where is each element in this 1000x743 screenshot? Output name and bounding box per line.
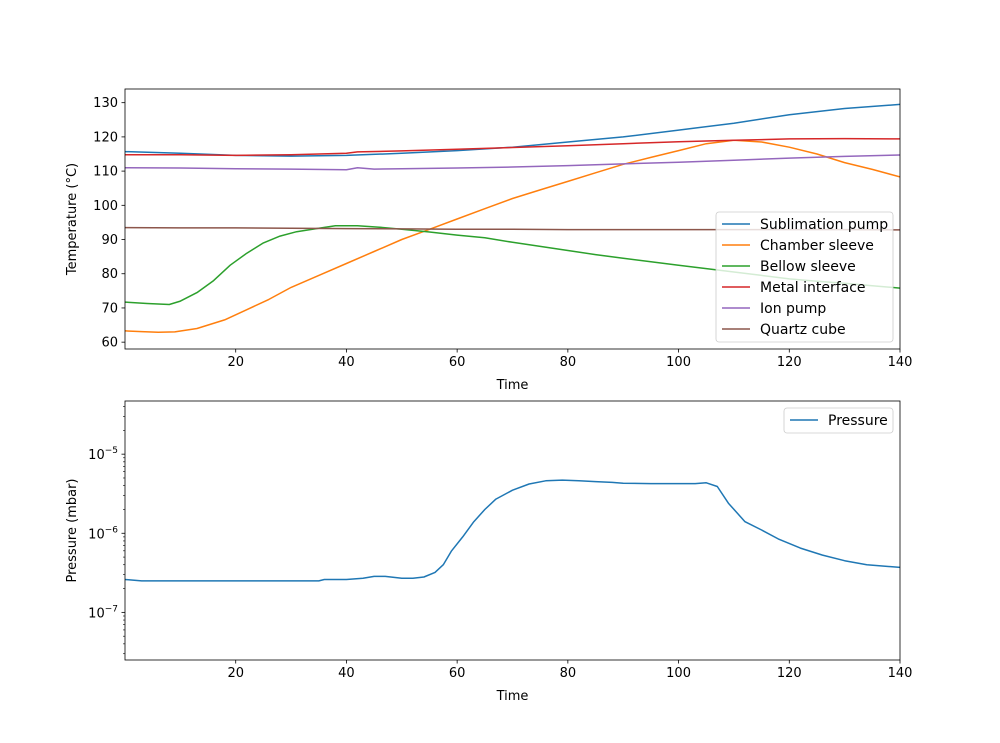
x-tick-label: 40 xyxy=(338,355,355,370)
series-line-chamber-sleeve xyxy=(125,139,900,333)
y-tick-label: 70 xyxy=(101,301,118,316)
y-tick-exponent: −6 xyxy=(105,525,119,535)
x-tick-label: 20 xyxy=(227,355,244,370)
x-tick-label: 140 xyxy=(888,666,913,681)
x-tick-label: 20 xyxy=(227,666,244,681)
series-line-pressure xyxy=(125,479,900,582)
y-axis-label: Pressure (mbar) xyxy=(65,478,80,582)
legend: Sublimation pump Chamber sleeve Bellow sle… xyxy=(715,211,894,343)
x-tick-label: 100 xyxy=(666,666,691,681)
x-tick-label: 60 xyxy=(449,355,466,370)
y-tick-label: 110 xyxy=(93,165,118,180)
y-tick-label: 10−5 xyxy=(88,446,118,463)
legend-frame xyxy=(783,407,894,434)
legend-entry: Chamber sleeve xyxy=(760,238,874,254)
x-tick-label: 120 xyxy=(777,666,802,681)
y-tick-label: 80 xyxy=(101,267,118,282)
x-tick-label: 140 xyxy=(888,355,913,370)
legend-entry: Bellow sleeve xyxy=(760,259,856,275)
series-line-ion-pump xyxy=(125,154,900,171)
x-axis-label: Time xyxy=(496,689,529,704)
series-lines xyxy=(125,103,900,333)
y-tick-label: 100 xyxy=(93,199,118,214)
x-tick-label: 60 xyxy=(449,666,466,681)
temperature-chart: 20 40 60 80 100 120 140 60 70 80 90 100 110 120 130 Tim… xyxy=(65,88,913,393)
y-tick-label: 130 xyxy=(93,96,118,111)
legend-entry: Pressure xyxy=(828,413,888,429)
y-tick-base: 10 xyxy=(88,606,105,621)
legend-entry: Quartz cube xyxy=(760,322,846,338)
x-tick-label: 120 xyxy=(777,355,802,370)
y-tick-base: 10 xyxy=(88,448,105,463)
x-tick-label: 80 xyxy=(560,666,577,681)
y-tick-label: 120 xyxy=(93,130,118,145)
legend-entry: Ion pump xyxy=(760,301,826,317)
y-tick-exponent: −7 xyxy=(105,604,118,614)
y-tick-base: 10 xyxy=(88,527,105,542)
series-line-sublimation-pump xyxy=(125,103,900,157)
legend-frame xyxy=(715,211,894,343)
y-tick-label: 90 xyxy=(101,233,118,248)
x-tick-label: 40 xyxy=(338,666,355,681)
series-lines xyxy=(125,479,900,582)
legend: Pressure xyxy=(783,407,894,434)
x-tick-label: 80 xyxy=(560,355,577,370)
pressure-chart: 20 40 60 80 100 120 14010−710−610−5TimePressur… xyxy=(65,400,913,704)
x-axis-label: Time xyxy=(496,378,529,393)
axes-frame xyxy=(124,88,901,350)
y-axis-label: Temperature (°C) xyxy=(65,163,80,276)
x-tick-label: 100 xyxy=(666,355,691,370)
legend-entry: Metal interface xyxy=(760,280,866,296)
y-tick-exponent: −5 xyxy=(105,446,118,456)
y-tick-label: 10−7 xyxy=(88,604,118,621)
y-tick-label: 60 xyxy=(101,336,118,351)
y-tick-label: 10−6 xyxy=(88,525,118,542)
axes-frame xyxy=(124,400,901,661)
legend-entry: Sublimation pump xyxy=(760,217,888,233)
series-line-metal-interface xyxy=(125,137,900,157)
